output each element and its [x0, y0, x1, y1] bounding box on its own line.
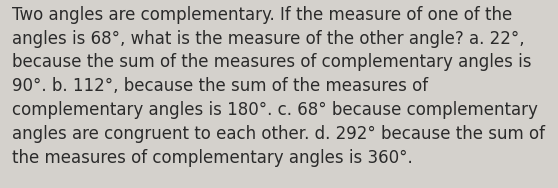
- Text: Two angles are complementary. If the measure of one of the
angles is 68°, what i: Two angles are complementary. If the mea…: [12, 6, 545, 167]
